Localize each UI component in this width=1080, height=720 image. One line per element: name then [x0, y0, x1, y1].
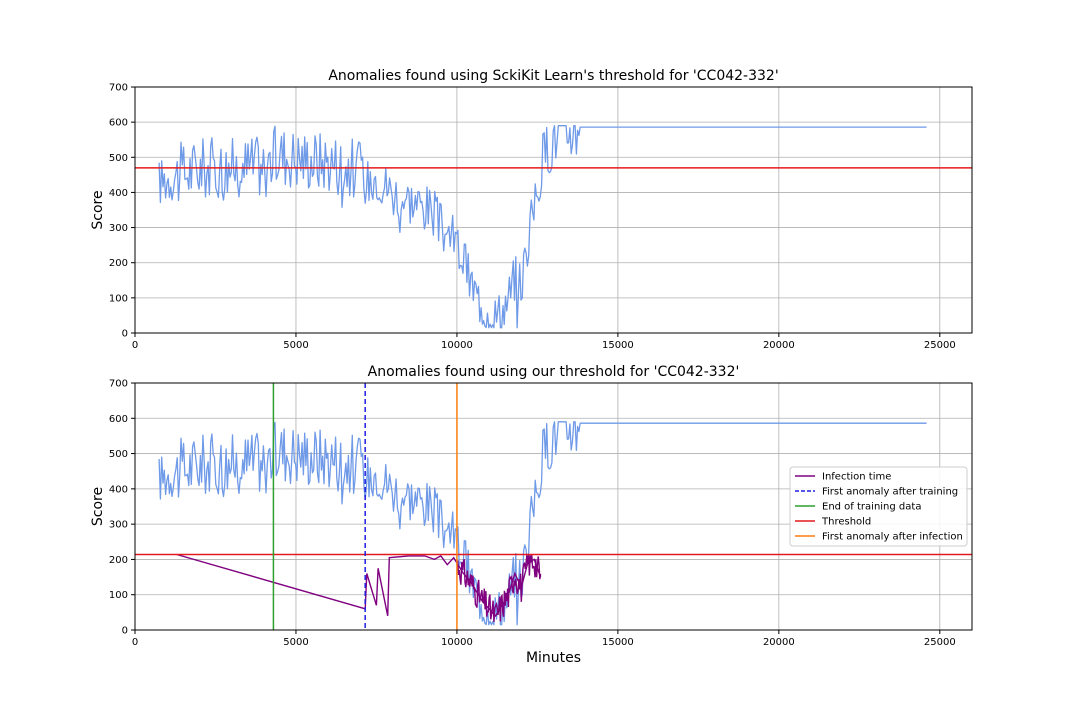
- top-chart-ylabel: Score: [90, 190, 106, 229]
- y-tick-label: 100: [109, 293, 128, 304]
- y-tick-label: 0: [122, 329, 128, 340]
- x-tick-label: 25000: [924, 637, 956, 648]
- x-tick-label: 10000: [441, 340, 473, 351]
- x-tick-label: 15000: [602, 340, 634, 351]
- x-tick-label: 15000: [602, 637, 634, 648]
- score-line: [158, 125, 927, 329]
- x-tick-label: 25000: [924, 340, 956, 351]
- legend-label: Infection time: [822, 472, 891, 483]
- legend-label: First anomaly after training: [822, 487, 958, 498]
- y-tick-label: 500: [109, 449, 128, 460]
- y-tick-label: 600: [109, 118, 128, 129]
- x-tick-label: 0: [132, 637, 138, 648]
- legend-label: End of training data: [822, 502, 921, 513]
- y-tick-label: 200: [109, 258, 128, 269]
- y-tick-label: 700: [109, 83, 128, 94]
- top-chart-title: Anomalies found using SckiKit Learn's th…: [328, 68, 778, 84]
- bottom-chart-xlabel: Minutes: [526, 650, 581, 666]
- y-tick-label: 600: [109, 414, 128, 425]
- y-tick-label: 200: [109, 555, 128, 566]
- bottom-chart-title: Anomalies found using our threshold for …: [368, 364, 740, 380]
- score-line: [158, 421, 927, 626]
- top-chart-frame: [134, 86, 973, 334]
- x-tick-label: 0: [132, 340, 138, 351]
- top-chart-ticks: 0 5000 10000 15000 20000 25000 0 100 200 300 400 50…: [109, 83, 956, 352]
- bottom-chart-plot: [158, 421, 927, 626]
- y-tick-label: 300: [109, 520, 128, 531]
- legend-label: Threshold: [821, 517, 871, 528]
- x-tick-label: 5000: [283, 637, 308, 648]
- top-chart-plot: [158, 125, 927, 329]
- y-tick-label: 400: [109, 484, 128, 495]
- x-tick-label: 10000: [441, 637, 473, 648]
- top-chart: 0 5000 10000 15000 20000 25000 0 100 200 300 400 50…: [90, 68, 973, 352]
- bottom-chart-legend: Infection time First anomaly after traini…: [789, 466, 968, 547]
- legend-label: First anomaly after infection: [822, 532, 963, 543]
- x-tick-label: 20000: [763, 340, 795, 351]
- y-tick-label: 100: [109, 590, 128, 601]
- bottom-chart: 0 5000 10000 15000 20000 25000 0 100 200 300 400 50…: [90, 364, 973, 666]
- bottom-chart-ylabel: Score: [90, 487, 106, 526]
- infection-line: [456, 555, 542, 622]
- bottom-chart-frame: [134, 382, 973, 631]
- x-tick-label: 5000: [283, 340, 308, 351]
- bottom-chart-ticks: 0 5000 10000 15000 20000 25000 0 100 200 300 400 50…: [109, 379, 956, 649]
- y-tick-label: 300: [109, 223, 128, 234]
- legend-box: [789, 466, 968, 547]
- bottom-chart-overlays: [135, 383, 972, 630]
- y-tick-label: 700: [109, 379, 128, 390]
- y-tick-label: 0: [122, 626, 128, 637]
- y-tick-label: 500: [109, 153, 128, 164]
- y-tick-label: 400: [109, 188, 128, 199]
- x-tick-label: 20000: [763, 637, 795, 648]
